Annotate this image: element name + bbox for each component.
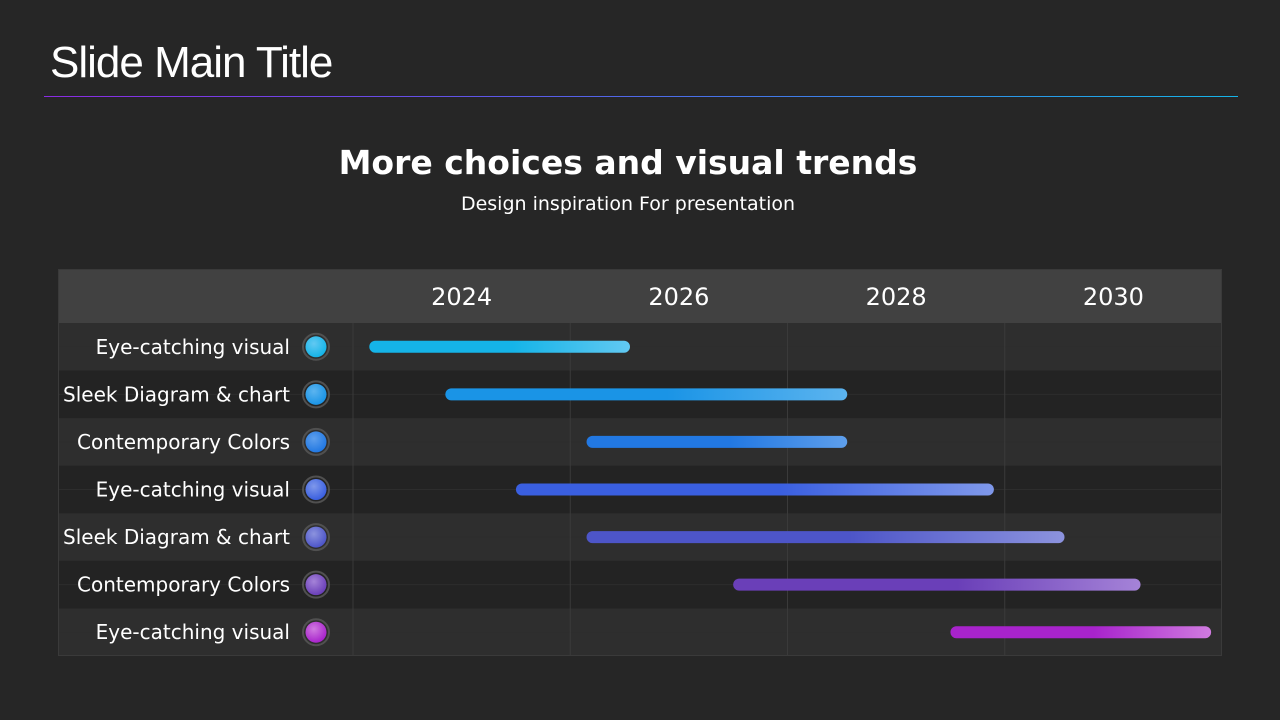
gantt-chart: 2024 2026 2028 2030 Eye-catching visual Sleek… (58, 269, 1222, 656)
task-marker-dot (305, 431, 327, 453)
task-marker-dot (305, 621, 327, 643)
task-label: Eye-catching visual (96, 620, 290, 644)
task-marker-dot (305, 574, 327, 596)
chart-border (58, 269, 1222, 656)
task-marker-ring (302, 332, 330, 361)
task-marker-dot (305, 526, 327, 548)
task-label: Contemporary Colors (77, 430, 290, 454)
task-marker-ring (302, 427, 330, 456)
task-bar (445, 388, 848, 401)
task-bar (515, 483, 994, 496)
task-bar (369, 340, 630, 353)
task-bar (950, 626, 1212, 639)
x-tick-label: 2024 (431, 283, 492, 311)
chart-subtitle: Design inspiration For presentation (460, 193, 796, 215)
task-marker-ring (302, 475, 330, 504)
title-divider (44, 96, 1238, 97)
task-marker-ring (302, 523, 330, 552)
task-bar (586, 531, 1065, 544)
slide-title: Slide Main Title (50, 38, 333, 87)
task-bar (733, 578, 1141, 591)
task-label: Sleek Diagram & chart (63, 525, 290, 549)
x-tick-label: 2028 (866, 283, 927, 311)
task-marker-dot (305, 479, 327, 500)
task-marker-dot (305, 336, 327, 358)
task-marker-ring (302, 570, 330, 599)
gantt-chart-svg: 2024 2026 2028 2030 Eye-catching visual Sleek… (58, 269, 1222, 656)
task-label: Eye-catching visual (96, 335, 290, 359)
chart-header-band (58, 269, 1222, 323)
task-label: Sleek Diagram & chart (63, 382, 290, 406)
task-label: Eye-catching visual (96, 478, 290, 502)
task-bar (586, 435, 848, 448)
task-marker-ring (302, 618, 330, 647)
task-marker-ring (302, 380, 330, 409)
task-marker-dot (305, 383, 327, 405)
x-tick-label: 2026 (648, 283, 709, 311)
chart-title: More choices and visual trends (338, 143, 918, 182)
task-label: Contemporary Colors (77, 573, 290, 597)
x-tick-label: 2030 (1083, 283, 1144, 311)
